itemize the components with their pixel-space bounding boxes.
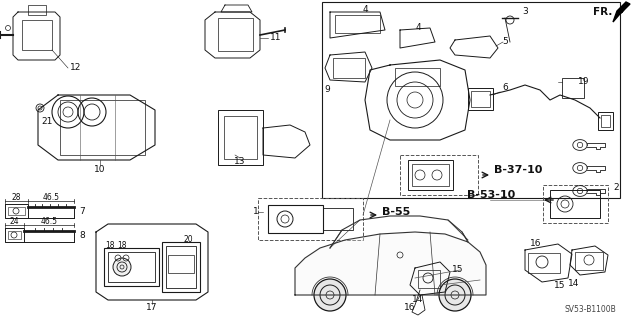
Text: 21: 21 [42,117,52,127]
Text: 5: 5 [502,38,508,47]
Text: FR.: FR. [593,7,612,17]
Text: 28: 28 [12,194,20,203]
Text: 14: 14 [568,278,580,287]
Bar [322,2,620,198]
Bar [218,18,253,51]
Bar [8,231,21,239]
Text: 2: 2 [613,183,619,192]
Bar [468,88,493,110]
Bar [268,205,323,233]
Bar [28,5,46,15]
Text: 17: 17 [147,303,157,313]
Polygon shape [613,2,630,22]
Text: 4: 4 [415,24,421,33]
Bar [22,20,52,50]
Bar [323,208,353,230]
Text: B-53-10: B-53-10 [467,190,515,200]
Bar [108,252,155,282]
Text: 13: 13 [234,158,246,167]
Text: 18: 18 [105,241,115,249]
Text: 6: 6 [502,84,508,93]
Bar [104,248,159,286]
Text: 8: 8 [79,232,85,241]
Circle shape [113,258,131,276]
Bar [601,115,610,127]
Text: 1: 1 [253,207,259,217]
Bar [550,190,600,218]
Bar [598,112,613,130]
Bar [562,78,584,98]
Text: 16: 16 [531,240,541,249]
Bar [543,185,608,223]
Text: 14: 14 [412,295,424,305]
Text: B-55: B-55 [382,207,410,217]
Bar [528,253,560,273]
Text: 46.5: 46.5 [40,218,58,226]
Bar [218,110,263,165]
Text: 19: 19 [578,78,589,86]
Bar [395,68,440,86]
Bar [224,116,257,159]
Text: 18: 18 [117,241,127,249]
Text: 20: 20 [183,235,193,244]
Text: 9: 9 [324,85,330,94]
Text: SV53-B1100B: SV53-B1100B [564,306,616,315]
Text: 12: 12 [70,63,82,72]
Bar [168,255,194,273]
Text: 15: 15 [452,265,463,275]
Text: 11: 11 [270,33,282,42]
Text: 3: 3 [522,8,528,17]
Text: 15: 15 [554,280,566,290]
Text: 16: 16 [404,303,416,313]
Bar [333,58,365,78]
Bar [418,270,440,288]
Bar [8,207,25,215]
Bar [575,252,603,270]
Bar [471,91,490,107]
Circle shape [439,279,471,311]
Bar [60,100,145,155]
Circle shape [314,279,346,311]
Bar [258,198,363,240]
Bar [408,160,453,190]
Text: B-37-10: B-37-10 [494,165,542,175]
Polygon shape [295,232,486,295]
Bar [412,164,449,186]
Text: 4: 4 [362,5,368,14]
Bar [162,242,200,292]
Bar [400,155,478,195]
Text: 10: 10 [94,166,106,174]
Text: 24: 24 [9,218,19,226]
Bar [166,246,196,288]
Bar [335,15,380,33]
Text: 7: 7 [79,207,85,217]
Text: 46.5: 46.5 [42,194,60,203]
